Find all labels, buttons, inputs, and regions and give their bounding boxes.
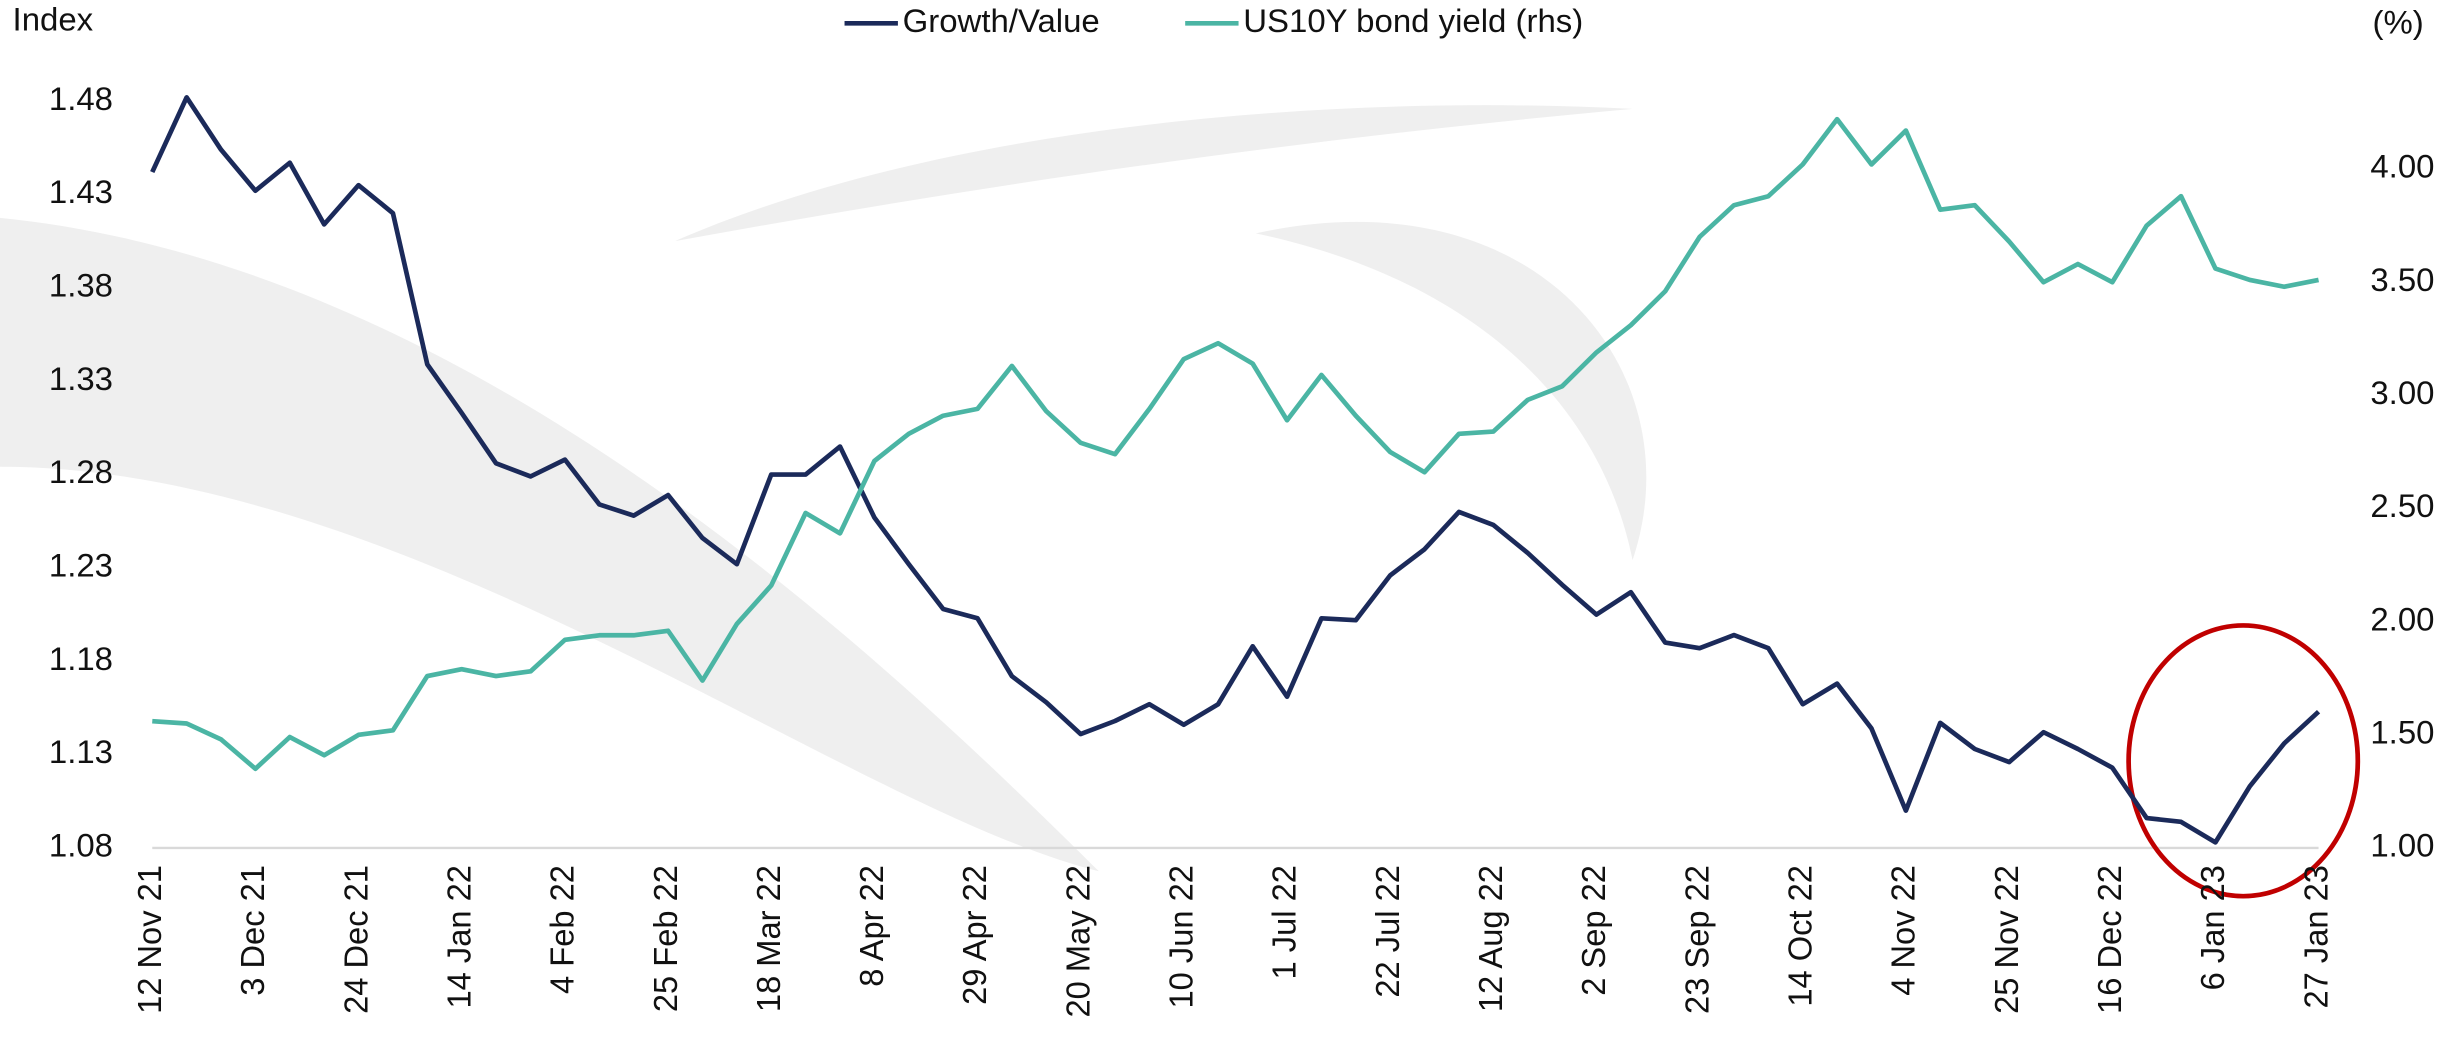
x-tick-label: 12 Nov 21	[131, 865, 168, 1014]
y2-tick-label: 3.50	[2370, 261, 2434, 298]
y2-tick-label: 1.50	[2370, 714, 2434, 751]
x-tick-label: 14 Oct 22	[1781, 865, 1818, 1007]
y-tick-label: 1.18	[49, 640, 113, 677]
y-tick-label: 1.28	[49, 453, 113, 490]
x-tick-label: 10 Jun 22	[1162, 865, 1199, 1008]
x-tick-label: 1 Jul 22	[1266, 865, 1303, 979]
x-tick-label: 4 Nov 22	[1885, 865, 1922, 996]
x-tick-label: 22 Jul 22	[1369, 865, 1406, 998]
highlight-circle	[2129, 625, 2358, 896]
y-tick-label: 1.08	[49, 827, 113, 864]
x-tick-label: 23 Sep 22	[1678, 865, 1715, 1014]
legend-label: US10Y bond yield (rhs)	[1243, 2, 1583, 39]
x-tick-label: 27 Jan 23	[2297, 865, 2334, 1008]
y-tick-label: 1.33	[49, 360, 113, 397]
x-tick-label: 16 Dec 22	[2091, 865, 2128, 1014]
y-tick-label: 1.38	[49, 267, 113, 304]
x-tick-label: 3 Dec 21	[234, 865, 271, 996]
x-tick-label: 6 Jan 23	[2194, 865, 2231, 990]
y2-tick-label: 3.00	[2370, 374, 2434, 411]
y-axis-title: Index	[13, 1, 94, 38]
x-tick-label: 25 Feb 22	[647, 865, 684, 1012]
x-tick-label: 2 Sep 22	[1575, 865, 1612, 996]
y2-axis-title: (%)	[2372, 4, 2423, 41]
y2-tick-label: 1.00	[2370, 827, 2434, 864]
x-tick-label: 8 Apr 22	[853, 865, 890, 987]
x-tick-label: 14 Jan 22	[440, 865, 477, 1008]
y-tick-label: 1.43	[49, 173, 113, 210]
legend-label: Growth/Value	[903, 2, 1100, 39]
chart: Index (%) 1.08 1.13 1.18 1.23 1.28 1.33 1.38 1.…	[0, 0, 2441, 1044]
y2-tick-label: 4.00	[2370, 148, 2434, 185]
y-tick-label: 1.23	[49, 547, 113, 584]
x-tick-label: 4 Feb 22	[543, 865, 580, 994]
y-tick-label: 1.48	[49, 80, 113, 117]
y-tick-label: 1.13	[49, 733, 113, 770]
y2-tick-label: 2.00	[2370, 600, 2434, 637]
x-tick-label: 24 Dec 21	[337, 865, 374, 1014]
x-tick-label: 18 Mar 22	[750, 865, 787, 1012]
x-tick-label: 29 Apr 22	[956, 865, 993, 1005]
x-tick-label: 20 May 22	[1059, 865, 1096, 1017]
x-tick-label: 12 Aug 22	[1472, 865, 1509, 1012]
x-tick-label: 25 Nov 22	[1988, 865, 2025, 1014]
watermark	[0, 105, 1646, 871]
y2-tick-label: 2.50	[2370, 487, 2434, 524]
